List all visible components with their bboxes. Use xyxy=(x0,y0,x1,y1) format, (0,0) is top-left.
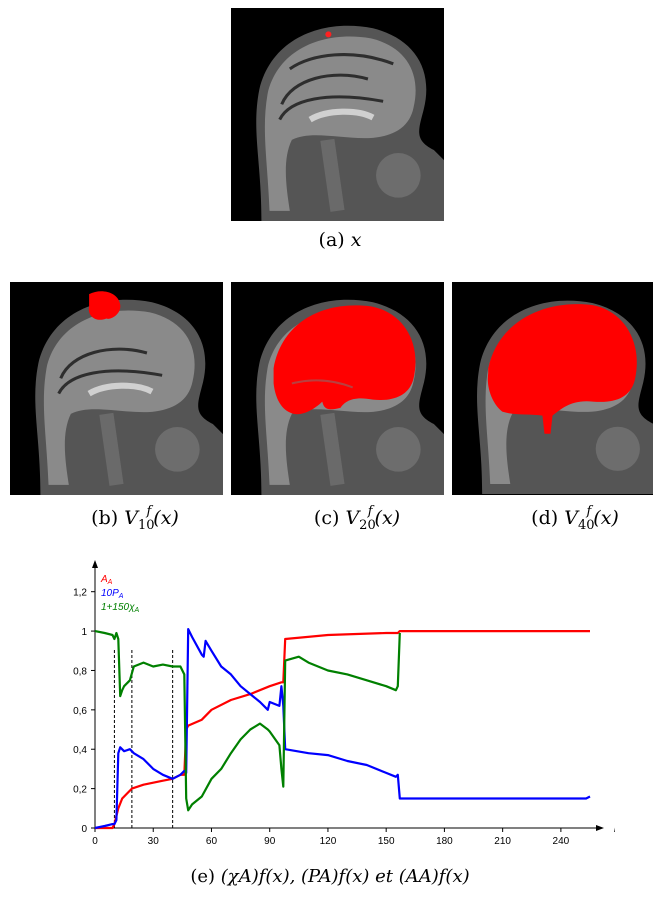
legend-entry: 10PA xyxy=(101,588,124,600)
mri-sagittal-slice xyxy=(477,300,653,495)
y-tick-label: 1 xyxy=(81,627,87,638)
mri-sagittal-slice xyxy=(256,25,444,221)
y-tick-label: 1,2 xyxy=(73,588,87,599)
mri-image-b xyxy=(10,282,223,495)
x-tick-label: 90 xyxy=(264,836,276,845)
series-line xyxy=(95,629,590,830)
x-tick-label: 120 xyxy=(320,836,337,845)
series-line xyxy=(94,627,591,830)
caption-b: (b) V10f (x) xyxy=(91,504,179,533)
x-tick-label: 210 xyxy=(494,836,511,845)
caption-a-label: (a) xyxy=(318,229,345,251)
mri-image-a xyxy=(231,8,444,221)
y-tick-label: 0,8 xyxy=(73,666,87,677)
mri-image-c xyxy=(231,282,444,495)
y-tick-label: 0,4 xyxy=(73,745,87,756)
x-tick-label: 180 xyxy=(436,836,453,845)
x-tick-label: 240 xyxy=(553,836,570,845)
seed-point xyxy=(325,31,332,38)
x-axis-label: m xyxy=(614,824,615,835)
caption-a-var: x xyxy=(350,229,362,251)
caption-e: (e) (χA)f(x), (PA)f(x) et (AA)f(x) xyxy=(190,866,470,887)
segmented-region xyxy=(273,305,416,415)
segmented-region xyxy=(487,304,637,434)
y-tick-label: 0 xyxy=(81,824,87,835)
x-tick-label: 0 xyxy=(92,836,98,845)
mri-sagittal-slice xyxy=(256,299,444,495)
x-tick-label: 60 xyxy=(206,836,218,845)
legend-entry: AA xyxy=(100,574,113,586)
y-tick-label: 0,6 xyxy=(73,706,87,717)
caption-a: (a) x xyxy=(300,229,380,251)
legend-entry: 1+150χA xyxy=(101,602,140,614)
line-chart: 0 30 60 90 120 150 180 210 240 0 0,2 0,4 0,6 0,8 1 1,2 m… xyxy=(73,560,615,845)
mri-sagittal-slice xyxy=(35,291,223,495)
x-tick-label: 150 xyxy=(378,836,395,845)
caption-d: (d) V40f (x) xyxy=(531,504,619,533)
series-line xyxy=(94,630,401,812)
x-tick-label: 30 xyxy=(148,836,160,845)
segmented-region xyxy=(88,291,121,320)
y-axis-arrow xyxy=(92,560,98,568)
caption-c: (c) V20f (x) xyxy=(313,504,401,533)
x-axis-arrow xyxy=(596,825,604,831)
y-tick-label: 0,2 xyxy=(73,785,87,796)
mri-image-d xyxy=(452,282,653,495)
